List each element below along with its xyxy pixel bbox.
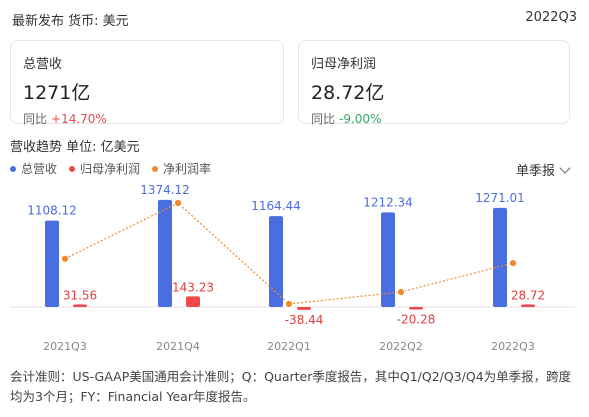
x-tick-label: 2021Q3 [43,340,87,353]
revenue-data-label: 1108.12 [27,204,77,218]
revenue-data-label: 1271.01 [475,191,525,205]
net-profit-bar [186,296,200,307]
release-currency-label: 最新发布 货币: 美元 [12,14,129,29]
legend-label-revenue: 总营收 [21,162,58,176]
net-profit-card-yoy: 同比 -9.00% [311,110,557,127]
x-tick-label: 2021Q4 [156,340,200,353]
legend-item-revenue[interactable]: 总营收 [10,160,57,177]
revenue-trend-title: 营收趋势 单位: 亿美元 [10,140,140,155]
x-tick-label: 2022Q2 [379,340,423,353]
net-profit-data-label: 28.72 [511,289,545,303]
report-type-value: 单季报 [515,164,555,179]
legend-label-margin: 净利润率 [163,162,212,176]
top-bar: 最新发布 货币: 美元 2022Q3 [12,10,577,30]
yoy-value: +14.70% [51,112,107,126]
yoy-value: -9.00% [339,112,382,126]
revenue-bar [493,207,507,307]
net-profit-bar [409,307,423,310]
net-profit-data-label: -38.44 [285,313,324,327]
net-profit-card[interactable]: 归母净利润 28.72亿 同比 -9.00% [298,40,570,127]
net-profit-data-label: 31.56 [63,289,97,303]
margin-point [284,299,294,309]
revenue-card-label: 总营收 [23,57,63,72]
legend-item-margin[interactable]: 净利润率 [152,160,211,177]
legend-item-net-profit[interactable]: 归母净利润 [69,160,140,177]
yoy-label: 同比 [311,112,336,126]
net-profit-bar [297,307,311,310]
footer-note: 会计准则：US-GAAP美国通用会计准则；Q：Quarter季度报告，其中Q1/… [10,369,572,404]
revenue-bar [45,220,59,307]
revenue-data-label: 1374.12 [140,183,190,197]
margin-point [508,258,518,268]
legend-dot-net-profit [69,165,76,172]
margin-point [60,254,70,263]
period-label: 2022Q3 [525,10,577,25]
net-profit-bar [521,304,535,307]
report-type-dropdown[interactable]: 单季报 [515,160,571,179]
margin-line [64,202,514,305]
net-profit-bar [73,304,87,307]
legend-label-net-profit: 归母净利润 [80,162,141,176]
net-profit-data-label: 143.23 [172,280,214,294]
legend-dot-revenue [10,165,16,172]
yoy-label: 同比 [23,112,48,126]
net-profit-card-value: 28.72亿 [311,82,385,104]
revenue-card[interactable]: 总营收 1271亿 同比 +14.70% [10,40,284,127]
x-tick-label: 2022Q3 [491,340,535,353]
chart-legend: 总营收 归母净利润 净利润率 [10,160,211,177]
revenue-bar [158,199,172,307]
margin-point [173,198,183,208]
revenue-bar [381,212,395,307]
legend-dot-margin [152,165,159,172]
revenue-chart: 1108.12 1374.12 1164.44 1212.34 1271.01 31.56… [10,183,575,353]
margin-point [396,287,406,297]
x-tick-label: 2022Q1 [267,340,311,353]
revenue-card-yoy: 同比 +14.70% [23,110,271,127]
revenue-data-label: 1212.34 [363,195,413,209]
net-profit-data-label: -20.28 [397,313,436,327]
revenue-card-value: 1271亿 [23,82,91,104]
revenue-bar [269,216,283,307]
net-profit-card-label: 归母净利润 [311,57,377,72]
chevron-down-icon [559,161,571,174]
revenue-data-label: 1164.44 [251,199,301,213]
